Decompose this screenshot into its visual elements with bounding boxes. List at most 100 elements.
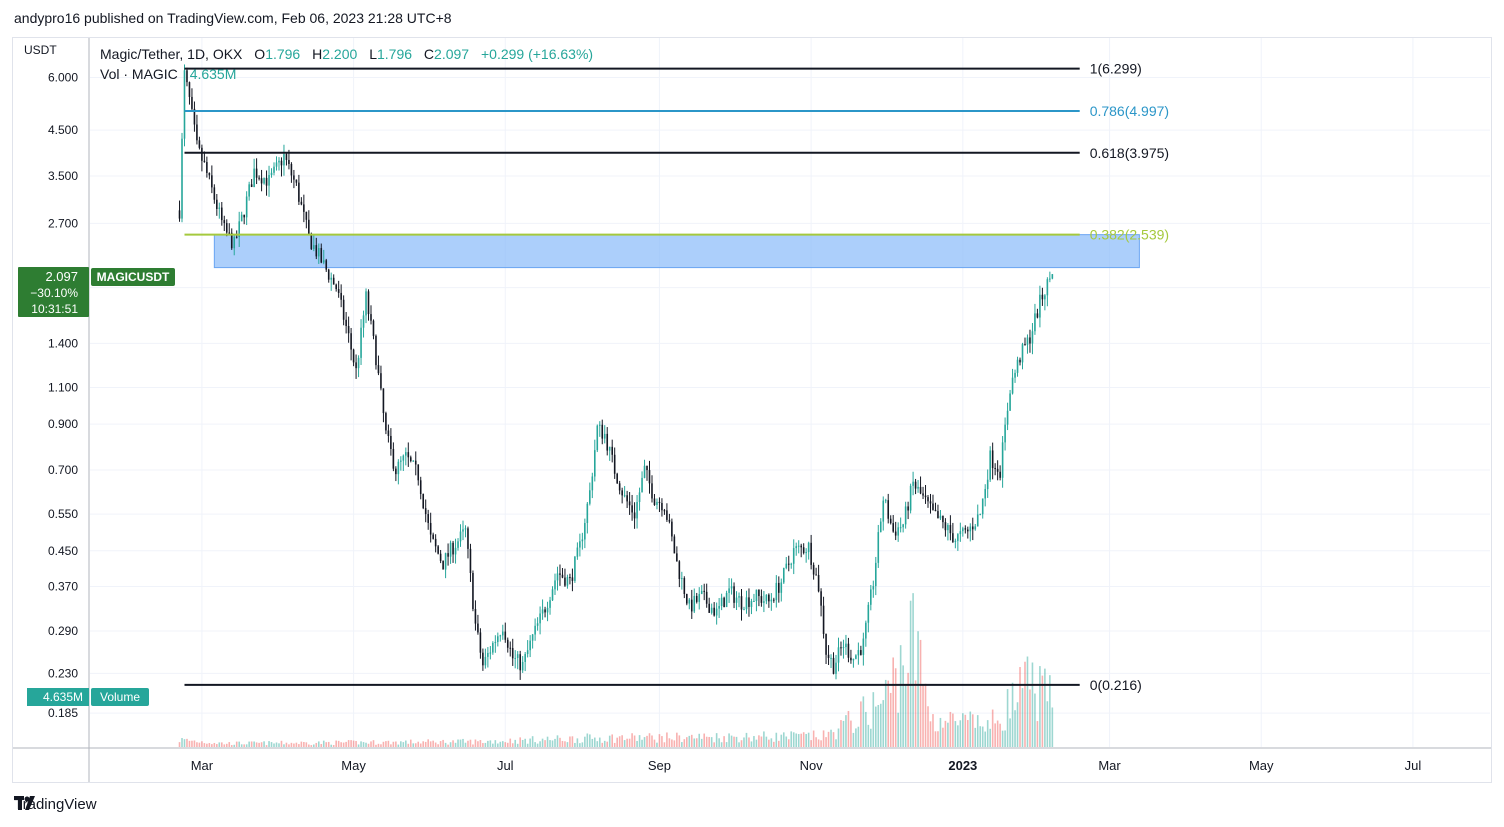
candle-body [524,654,526,662]
candle-body [340,292,342,300]
candle-body [554,580,556,590]
legend-high-label: H [312,46,322,62]
last-price-badge: 2.097 −30.10% 10:31:51 [18,267,89,317]
candle-body [952,533,954,542]
candle-body [472,572,474,610]
candle-body [932,503,934,510]
candle-body [994,468,996,470]
volume-bars [178,593,1054,747]
volume-bar [822,730,825,747]
candle-body [330,277,333,280]
candle-body [728,588,730,593]
candle-body [275,162,278,167]
candle-body [243,214,245,218]
footer-brand[interactable]: TradingView [14,796,97,813]
volume-bar [904,684,907,747]
volume-bar [830,729,832,747]
volume-bar [511,743,514,747]
candle-body [305,211,308,220]
volume-bar [196,742,198,747]
candle-body [591,476,594,491]
volume-bar [847,710,850,747]
candle-body [347,326,350,334]
volume-bar [1019,667,1021,747]
candle-body [700,590,703,595]
candle-body [979,514,982,516]
volume-bar [641,739,643,747]
volume-bar [981,726,984,747]
volume-bar [278,743,280,747]
volume-bar [760,736,763,747]
volume-bar [427,739,429,747]
volume-bar [944,720,947,747]
volume-bar [327,741,330,747]
volume-bar [606,741,609,747]
volume-bar [738,742,740,747]
candle-body [641,477,643,493]
volume-bar [825,737,827,747]
candle-body [603,433,606,439]
candle-body [912,481,914,486]
volume-bar [198,742,201,747]
candle-body [482,652,484,666]
volume-bar [218,742,221,747]
candle-body [939,515,942,519]
publisher-caption: andypro16 published on TradingView.com, … [14,10,452,26]
candle-body [633,512,636,519]
volume-bar [763,731,765,747]
candle-body [862,638,865,655]
candle-body [541,609,544,614]
candle-body [917,486,919,489]
x-tick-label: Jul [497,758,514,773]
volume-bar [462,738,464,747]
volume-bar [484,742,487,747]
volume-bar [424,741,427,747]
candle-body [820,591,822,606]
volume-bar [705,736,708,747]
volume-bar [877,704,880,747]
volume-bar [720,742,723,747]
volume-bar [790,731,793,747]
volume-bar [317,741,320,747]
x-tick-label: May [1249,758,1274,773]
volume-bar [897,712,899,747]
candle-body [516,654,519,658]
legend-open-label: O [254,46,265,62]
candle-body [613,454,616,474]
candle-body [556,573,559,581]
candle-body [191,96,193,109]
volume-bar [884,679,887,747]
volume-bar [1036,721,1039,747]
candle-body [280,160,283,166]
resistance-zone [213,234,1140,269]
volume-bar [501,741,504,747]
candle-body [414,460,417,465]
volume-bar [554,738,556,747]
y-tick-label: 0.450 [48,544,78,558]
volume-bar [370,741,372,747]
candle-body [181,138,183,219]
volume-bar [367,743,370,747]
candle-body [427,514,429,523]
volume-bar [618,736,621,747]
volume-bar [375,744,377,747]
y-tick-label: 0.700 [48,463,78,477]
volume-bar [867,724,870,747]
candle-body [601,424,604,439]
candle-body [919,486,922,494]
volume-bar [1016,702,1019,747]
volume-bar [598,737,601,747]
volume-bar [350,740,352,747]
candle-body [710,607,713,613]
candle-body [238,221,241,238]
volume-bar [260,742,263,747]
legend-low-value: 1.796 [377,46,412,62]
volume-bar [223,744,226,747]
volume-bar [313,744,315,747]
volume-bar [245,744,248,747]
volume-bar [728,733,730,747]
volume-bar [586,733,589,747]
candle-body [320,248,323,263]
volume-bar [603,740,606,747]
